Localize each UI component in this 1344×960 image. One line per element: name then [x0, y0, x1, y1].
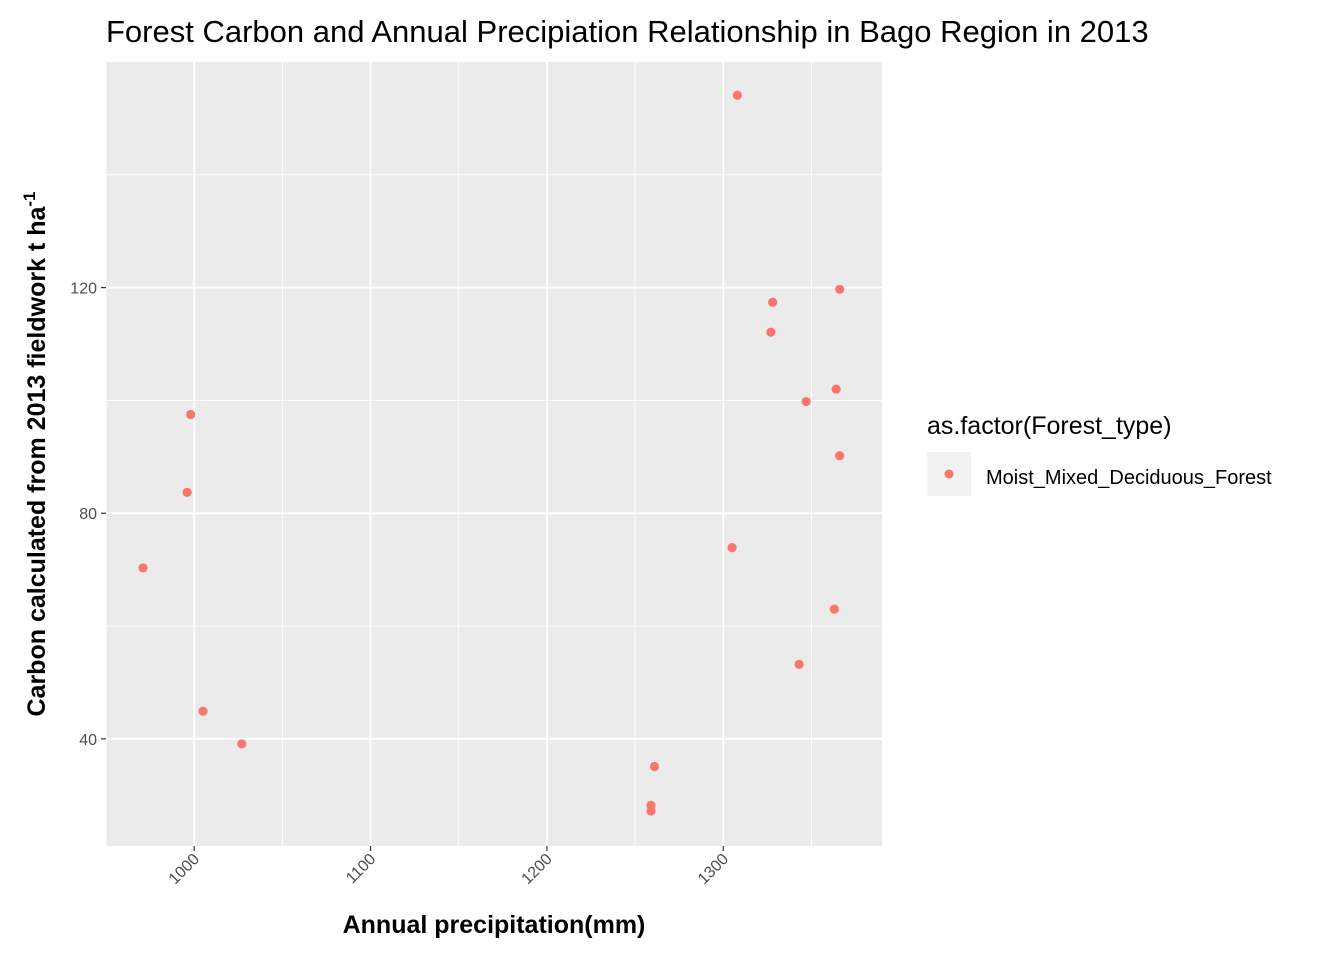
- data-point: [182, 487, 192, 497]
- data-point: [835, 451, 845, 461]
- data-point: [794, 659, 804, 669]
- y-axis: 40 80 120: [70, 281, 106, 749]
- data-point: [831, 384, 841, 394]
- x-axis: 1000 1100 1200 1300: [166, 846, 732, 888]
- data-point: [649, 761, 660, 772]
- data-point: [186, 409, 196, 420]
- x-tick-label: 1100: [343, 851, 379, 887]
- data-point: [732, 90, 742, 100]
- data-point: [198, 706, 208, 716]
- data-point: [835, 284, 845, 294]
- data-point: [646, 800, 656, 810]
- y-tick-label: 40: [79, 732, 97, 749]
- y-tick-label: 120: [70, 281, 97, 298]
- x-axis-title: Annual precipitation(mm): [343, 911, 646, 939]
- minor-gridlines: [105, 62, 882, 846]
- data-points: [138, 90, 845, 816]
- x-tick-label: 1300: [695, 851, 732, 888]
- y-axis-title-group: Carbon calculated from 2013 fieldwork t …: [20, 192, 51, 717]
- legend-marker: [944, 469, 954, 479]
- data-point: [727, 543, 737, 553]
- data-point: [768, 297, 778, 307]
- data-point: [766, 327, 776, 337]
- legend-title: as.factor(Forest_type): [927, 412, 1172, 440]
- y-axis-title-superscript: -1: [20, 192, 39, 207]
- x-tick-label: 1000: [166, 851, 203, 888]
- plot-panel: [106, 62, 882, 846]
- y-tick-label: 80: [79, 506, 97, 523]
- y-axis-title: Carbon calculated from 2013 fieldwork t …: [20, 192, 51, 717]
- data-point: [237, 739, 247, 749]
- data-point: [801, 396, 811, 407]
- major-gridlines: [106, 62, 882, 846]
- legend: as.factor(Forest_type) Moist_Mixed_Decid…: [927, 412, 1272, 496]
- x-tick-label: 1200: [519, 851, 556, 888]
- y-axis-title-main: Carbon calculated from 2013 fieldwork t …: [23, 206, 51, 717]
- chart-title: Forest Carbon and Annual Precipiation Re…: [106, 14, 1149, 49]
- data-point: [138, 563, 148, 573]
- legend-label: Moist_Mixed_Deciduous_Forest: [986, 467, 1272, 489]
- data-point: [829, 604, 839, 614]
